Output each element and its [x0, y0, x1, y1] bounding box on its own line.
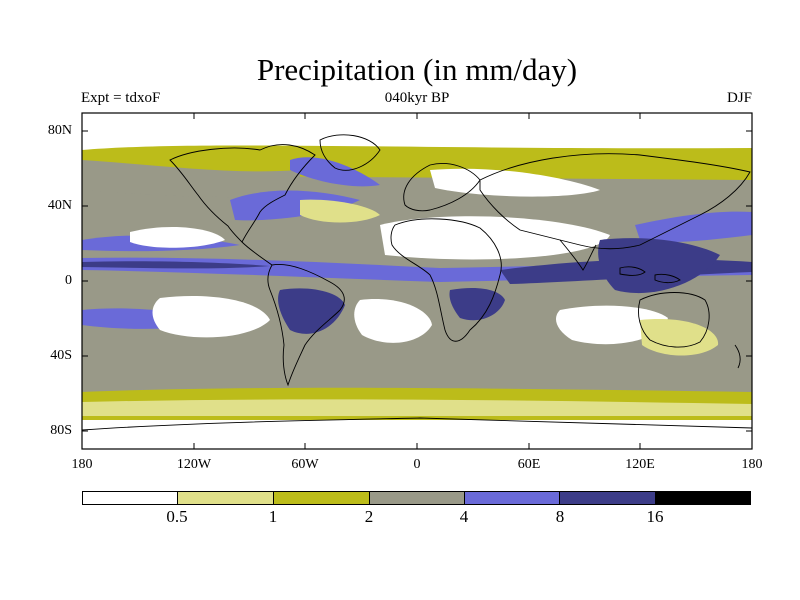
lon-tick-label: 60E: [517, 457, 541, 472]
colorbar-swatch: [464, 491, 560, 505]
colorbar-label: 1: [268, 507, 278, 526]
colorbar-label: 0.5: [166, 507, 188, 526]
lon-tick-label: 180: [741, 457, 763, 472]
lon-tick-label: 120W: [176, 457, 212, 472]
colorbar-label: 16: [646, 507, 664, 526]
colorbar-label: 2: [364, 507, 374, 526]
experiment-label: Expt = tdxoF: [81, 90, 161, 106]
lat-tick-label: 40N: [47, 198, 72, 213]
axis-ticks: [81, 113, 753, 449]
period-label: 040kyr BP: [384, 90, 450, 106]
season-label: DJF: [726, 90, 752, 106]
lat-tick-label: 80S: [50, 423, 72, 438]
coastlines: [82, 134, 752, 431]
colorbar-swatch: [369, 491, 465, 505]
colorbar-label: 4: [459, 507, 469, 526]
lon-tick-label: 60W: [291, 457, 319, 472]
lat-tick-label: 80N: [47, 123, 72, 138]
lon-tick-label: 180: [71, 457, 93, 472]
colorbar-swatch: [82, 491, 178, 505]
map-title: Precipitation (in mm/day): [256, 52, 578, 87]
lon-tick-label: 120E: [625, 457, 655, 472]
lat-tick-label: 0: [65, 273, 72, 288]
colorbar-swatch: [273, 491, 370, 505]
colorbar-swatch: [655, 491, 751, 505]
colorbar-swatch: [177, 491, 274, 505]
lon-tick-label: 0: [413, 457, 421, 472]
precipitation-field: [82, 113, 752, 449]
colorbar-swatch: [559, 491, 656, 505]
lat-tick-label: 40S: [50, 348, 72, 363]
colorbar-label: 8: [555, 507, 565, 526]
